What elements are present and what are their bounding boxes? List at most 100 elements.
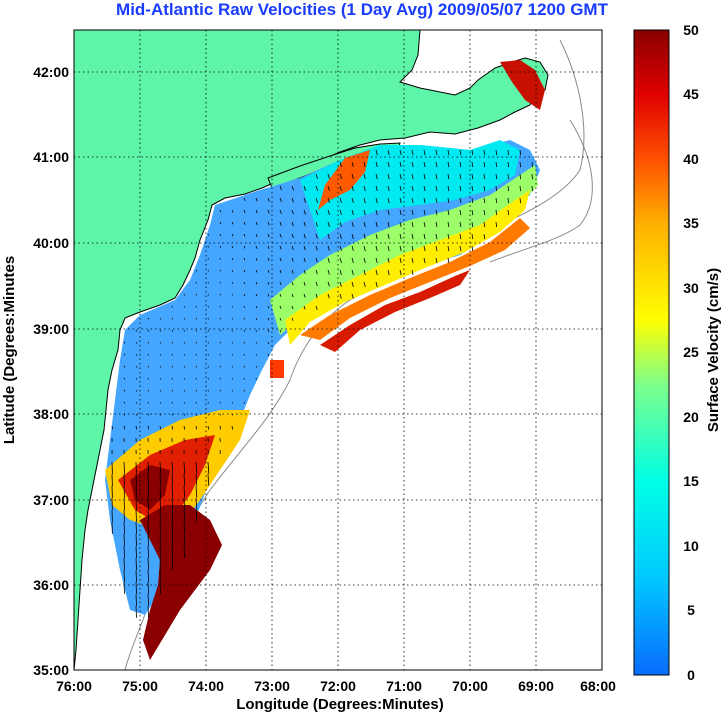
velocity-arrow [423,197,426,204]
velocity-arrow [327,173,330,180]
velocity-arrow [459,185,462,192]
velocity-arrow [123,533,125,546]
y-tick-label: 37:00 [33,492,69,508]
velocity-arrow [447,197,450,204]
velocity-arrow [231,209,234,213]
velocity-arrow [195,293,198,296]
velocity-arrow [399,185,402,192]
velocity-arrow [183,377,186,380]
velocity-arrow [387,173,390,180]
velocity-arrow [207,269,209,272]
velocity-arrow [519,197,521,204]
velocity-arrow [279,221,282,226]
velocity-arrow [267,353,269,356]
velocity-arrow [399,221,402,228]
velocity-arrow [123,545,125,558]
velocity-arrow [291,197,294,203]
velocity-arrow [135,425,138,430]
velocity-arrow [447,257,450,264]
velocity-arrow [195,509,198,522]
y-tick-label: 39:00 [33,321,69,337]
velocity-arrow [231,365,233,368]
velocity-arrow [291,245,294,250]
velocity-arrow [351,185,354,192]
velocity-arrow [171,521,174,534]
velocity-arrow [423,245,426,252]
velocity-arrow [183,533,186,546]
velocity-arrow [435,185,438,192]
velocity-arrow [411,269,414,276]
velocity-arrow [159,317,162,320]
velocity-arrow [327,221,330,228]
velocity-arrow [195,305,198,308]
colorbar-tick-label: 35 [683,215,699,231]
velocity-arrow [135,401,138,404]
velocity-arrow [279,245,282,250]
velocity-arrow [459,173,462,180]
velocity-arrow [363,161,366,168]
velocity-arrow [399,209,402,216]
velocity-arrow [243,377,245,380]
velocity-arrow [303,305,306,310]
velocity-arrow [147,521,149,534]
velocity-arrow [327,281,330,287]
velocity-arrow [183,461,186,474]
velocity-arrow [375,149,378,156]
velocity-arrow [183,317,186,320]
velocity-arrow [195,317,198,320]
velocity-arrow [351,209,354,216]
velocity-arrow [135,389,138,392]
land-mass [74,30,536,670]
velocity-arrow [159,329,162,332]
velocity-arrow [147,317,150,320]
velocity-arrow [267,305,270,309]
velocity-arrow [375,209,378,216]
velocity-arrow [507,185,509,192]
velocity-arrow [471,185,474,192]
velocity-arrow [135,485,137,498]
velocity-arrow [159,425,162,430]
velocity-arrow [483,185,486,192]
velocity-arrow [147,401,150,404]
velocity-arrow [147,497,149,510]
velocity-arrow [135,581,137,594]
velocity-arrow [387,197,390,204]
x-tick-label: 72:00 [320,678,356,694]
velocity-arrow [219,425,221,430]
velocity-arrow [147,545,149,558]
velocity-arrow [459,221,462,228]
velocity-arrow [315,173,318,180]
velocity-arrow [207,365,209,368]
velocity-arrow [291,293,294,298]
velocity-arrow [183,509,186,522]
velocity-arrow [279,257,282,262]
velocity-arrow [279,269,282,274]
velocity-arrow [303,221,306,227]
velocity-arrow [147,353,150,356]
velocity-arrow [411,233,414,240]
velocity-arrow [423,173,426,180]
velocity-arrow [243,221,246,225]
velocity-arrow [387,233,390,240]
velocity-arrow [243,329,245,332]
map-title: Mid-Atlantic Raw Velocities (1 Day Avg) … [116,0,608,19]
velocity-arrow [339,221,342,228]
velocity-arrow [207,317,209,320]
velocity-arrow [387,149,390,156]
velocity-arrow [171,341,174,344]
velocity-arrow [159,557,161,570]
velocity-arrow [147,389,150,392]
colorbar-tick-label: 0 [687,667,695,683]
velocity-arrow [363,233,366,240]
velocity-arrow [483,197,486,204]
velocity-arrow [147,413,150,416]
velocity-arrow [351,197,354,204]
velocity-arrow [171,509,174,522]
velocity-arrow [267,329,270,333]
velocity-arrow [315,245,318,251]
velocity-arrow [171,461,174,474]
velocity-arrow [315,185,318,192]
velocity-arrow [243,233,246,237]
velocity-arrow [147,341,150,344]
velocity-arrow [459,233,462,240]
